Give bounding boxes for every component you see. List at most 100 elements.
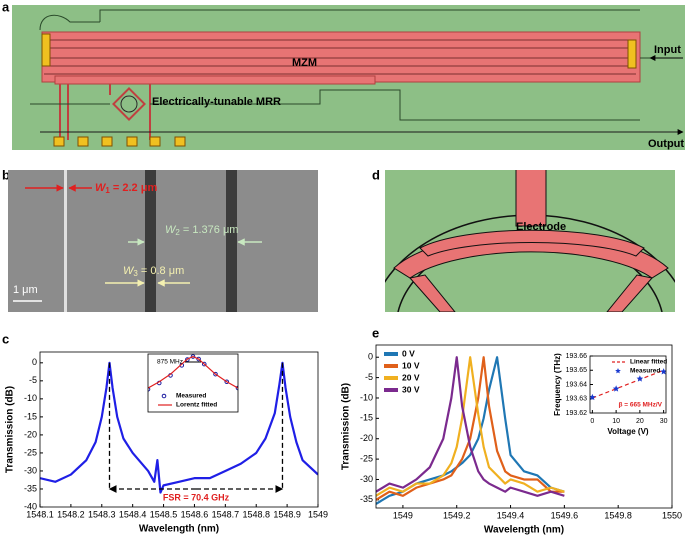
y-axis-label: Transmission (dB) <box>5 386 16 473</box>
plot-area <box>590 368 666 401</box>
mzm-label: MZM <box>292 57 317 69</box>
y-tick-label: -30 <box>24 465 37 475</box>
legend-label: 20 V <box>402 372 420 382</box>
x-tick-label: 1550 <box>662 510 682 520</box>
y-tick-label: -25 <box>360 453 373 463</box>
w1-sub: 1 <box>105 186 110 195</box>
y-tick-label: -20 <box>24 429 37 439</box>
x-tick-label: 1548.8 <box>242 509 270 519</box>
y-tick-label: -25 <box>24 447 37 457</box>
y-tick-label: 193.63 <box>566 396 588 403</box>
panel-label: b <box>2 167 10 182</box>
y-tick-label: -20 <box>360 433 373 443</box>
x-tick-label: 10 <box>612 418 620 425</box>
w3-rest: = 0.8 μm <box>138 265 184 277</box>
y-tick-label: 193.66 <box>566 353 588 360</box>
x-tick-label: 1548.5 <box>150 509 178 519</box>
electrode-diagram: Electrode <box>385 170 675 312</box>
x-tick-label: 1548.1 <box>26 509 54 519</box>
sem-image: W1 = 2.2 μm W2 = 1.376 μm W3 = 0.8 μm 1 … <box>8 170 318 312</box>
legend-label: 0 V <box>402 348 415 358</box>
series-line <box>376 356 565 497</box>
x-tick-label: 1549 <box>393 510 413 520</box>
x-tick-label: 1549.6 <box>551 510 579 520</box>
plot-frame <box>589 355 667 414</box>
legend-label: 10 V <box>402 360 420 370</box>
x-axis-label: Wavelength (nm) <box>484 525 564 536</box>
y-axis-label: Frequency (THz) <box>553 353 562 416</box>
series-line <box>376 356 565 501</box>
input-label: Input <box>654 44 681 56</box>
y-tick-label: -15 <box>360 413 373 423</box>
w1-rest: = 2.2 μm <box>110 182 158 194</box>
plot-frame <box>39 351 319 508</box>
marker <box>224 379 230 385</box>
y-tick-label: -5 <box>365 372 373 382</box>
x-tick-label: 1549 <box>308 509 328 519</box>
series-line <box>376 356 565 497</box>
x-tick-label: 1548.4 <box>119 509 147 519</box>
w1-label: W1 = 2.2 μm <box>95 182 157 195</box>
panel-label: e <box>372 325 379 340</box>
x-tick-label: 0 <box>590 418 594 425</box>
y-tick-label: -35 <box>360 494 373 504</box>
x-tick-label: 1548.9 <box>273 509 301 519</box>
marker <box>213 371 218 377</box>
y-tick-label: -10 <box>24 393 37 403</box>
x-tick-label: 20 <box>636 418 644 425</box>
w2-label: W2 = 1.376 μm <box>165 224 238 237</box>
y-tick-label: -5 <box>29 375 37 385</box>
marker <box>190 354 196 359</box>
marker <box>185 357 190 362</box>
y-tick-label: -30 <box>360 474 373 484</box>
x-tick-label: 1548.6 <box>181 509 209 519</box>
w3-label: W3 = 0.8 μm <box>123 265 184 278</box>
y-tick-label: 193.64 <box>566 381 588 388</box>
series-line <box>592 369 664 399</box>
legend-label: Measured <box>176 393 206 400</box>
marker <box>612 385 620 392</box>
panel-label: c <box>2 331 9 346</box>
y-tick-label: -40 <box>24 501 37 511</box>
electrode-label: Electrode <box>516 221 566 233</box>
x-axis-label: Wavelength (nm) <box>139 524 219 535</box>
legend-label: Measured <box>630 368 660 375</box>
inset-background <box>148 354 238 412</box>
annotation: FSR = 70.4 GHz <box>163 492 230 502</box>
w3-var: W <box>123 265 135 277</box>
x-axis-label: Voltage (V) <box>607 427 649 436</box>
annotation: 875 MHz <box>157 359 183 366</box>
y-tick-label: -15 <box>24 411 37 421</box>
x-tick-label: 30 <box>660 418 668 425</box>
output-label: Output <box>648 138 684 150</box>
w3-sub: 3 <box>133 269 138 278</box>
y-tick-label: -35 <box>24 483 37 493</box>
legend-label: Lorentz fitted <box>176 402 217 409</box>
y-tick-label: 0 <box>32 357 37 367</box>
plot-frame <box>147 353 239 413</box>
w2-sub: 2 <box>175 228 180 237</box>
series-line <box>148 355 238 389</box>
y-tick-label: -10 <box>360 392 373 402</box>
y-axis-label: Transmission (dB) <box>341 383 352 470</box>
legend-label: 30 V <box>402 384 420 394</box>
plot-frame <box>375 344 673 509</box>
w1-var: W <box>95 182 107 194</box>
x-tick-label: 1549.8 <box>604 510 632 520</box>
marker <box>196 356 201 362</box>
x-tick-label: 1549.2 <box>443 510 471 520</box>
marker <box>660 368 666 375</box>
marker <box>148 387 151 392</box>
panel-label: d <box>372 167 380 182</box>
y-tick-label: 0 <box>368 352 373 362</box>
y-tick-label: 193.65 <box>566 367 588 374</box>
plot-area <box>376 356 565 505</box>
plot-area <box>148 354 238 392</box>
scale-label: 1 μm <box>13 284 38 296</box>
y-tick-label: 193.62 <box>566 410 588 417</box>
legend-marker <box>161 393 167 399</box>
panel-label: a <box>2 0 10 14</box>
chip-layout: MZM Electrically-tunable MRR Input Outpu… <box>12 5 685 150</box>
legend-marker <box>615 368 621 374</box>
